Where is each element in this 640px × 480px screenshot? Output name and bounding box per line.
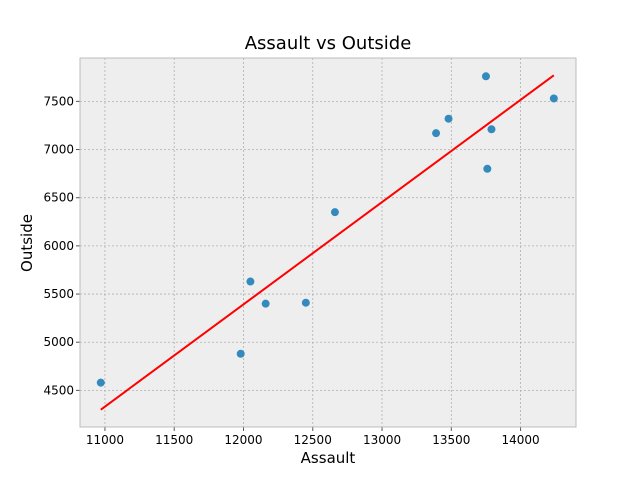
data-point [330, 208, 339, 217]
data-point [236, 349, 245, 358]
data-point [432, 129, 441, 138]
x-tick-label: 12500 [294, 433, 332, 447]
data-point [246, 277, 255, 286]
x-tick-label: 12000 [224, 433, 262, 447]
data-point [487, 125, 496, 134]
x-axis-label: Assault [301, 449, 356, 467]
y-tick-label: 5500 [43, 287, 74, 301]
grid-lines [80, 58, 576, 427]
x-tick-label: 11500 [155, 433, 193, 447]
data-point [301, 298, 310, 307]
plot-frame [79, 57, 577, 428]
y-tick-label: 4500 [43, 383, 74, 397]
data-point [481, 72, 490, 81]
y-tick-label: 6500 [43, 191, 74, 205]
data-point [96, 378, 105, 387]
data-point [444, 114, 453, 123]
data-point [549, 94, 558, 103]
y-axis-label: Outside [18, 214, 36, 272]
y-tick-label: 7500 [43, 94, 74, 108]
chart-title: Assault vs Outside [245, 33, 412, 54]
y-tick-label: 6000 [43, 239, 74, 253]
x-tick-label: 11000 [86, 433, 124, 447]
data-points [96, 72, 558, 387]
y-tick-label: 7000 [43, 143, 74, 157]
y-axis-ticks: 4500 5000 5500 6000 6500 7000 7500 [43, 94, 80, 397]
x-axis-ticks: 11000 11500 12000 12500 13000 13500 14000 [86, 427, 540, 447]
x-tick-label: 13500 [432, 433, 470, 447]
fit-line-group [100, 74, 555, 411]
y-tick-label: 5000 [43, 335, 74, 349]
x-tick-label: 13000 [363, 433, 401, 447]
data-point [261, 299, 270, 308]
data-point [483, 164, 492, 173]
fit-line [100, 74, 555, 411]
x-tick-label: 14000 [501, 433, 539, 447]
